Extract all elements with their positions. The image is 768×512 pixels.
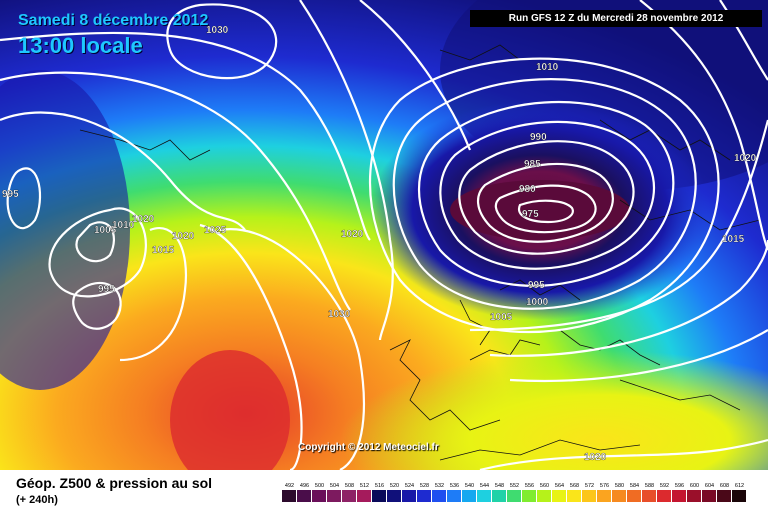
footer-title: Géop. Z500 & pression au sol (16, 475, 213, 491)
legend-swatch (477, 490, 491, 502)
legend-value: 532 (435, 483, 444, 489)
legend-swatch (432, 490, 446, 502)
legend-swatch (282, 490, 296, 502)
legend-value: 524 (405, 483, 414, 489)
isobar-label: 980 (519, 184, 536, 195)
isobar-label: 1020 (584, 452, 607, 463)
legend-swatch (612, 490, 626, 502)
legend-value: 600 (690, 483, 699, 489)
isobar-label: 1015 (152, 245, 175, 256)
legend-value: 608 (720, 483, 729, 489)
legend-value: 564 (555, 483, 564, 489)
legend-value: 536 (450, 483, 459, 489)
isobar-label: 1030 (206, 25, 229, 36)
isobar-label: 1005 (94, 225, 117, 236)
legend-swatch (567, 490, 581, 502)
isobar-label: 995 (98, 284, 115, 295)
isobar-label: 1000 (526, 297, 549, 308)
low-center-field (450, 180, 630, 240)
legend-value: 508 (345, 483, 354, 489)
legend-swatch (537, 490, 551, 502)
valid-date: Samedi 8 décembre 2012 (18, 12, 209, 29)
legend-swatch (597, 490, 611, 502)
legend-swatch (417, 490, 431, 502)
legend-value: 528 (420, 483, 429, 489)
legend-value: 520 (390, 483, 399, 489)
legend-swatch (552, 490, 566, 502)
legend-value: 516 (375, 483, 384, 489)
legend-swatch (357, 490, 371, 502)
valid-time: 13:00 locale (18, 33, 143, 58)
legend-swatch (492, 490, 506, 502)
isobar-label: 1020 (172, 231, 195, 242)
isobar-label: 1005 (490, 312, 513, 323)
legend-value: 560 (540, 483, 549, 489)
legend-swatch (402, 490, 416, 502)
legend-swatch (582, 490, 596, 502)
legend-swatch (657, 490, 671, 502)
weather-map: 1030 995 1005 1010 1015 1020 1025 1020 1… (0, 0, 768, 470)
isobar-label: 1025 (204, 225, 227, 236)
legend-swatch (642, 490, 656, 502)
run-info: Run GFS 12 Z du Mercredi 28 novembre 201… (470, 10, 762, 27)
legend-swatch (717, 490, 731, 502)
legend-swatch (522, 490, 536, 502)
isobar-lines (0, 0, 768, 470)
legend-swatch (327, 490, 341, 502)
legend-swatch (687, 490, 701, 502)
isobar-label: 995 (528, 280, 545, 291)
legend-swatch (672, 490, 686, 502)
copyright: Copyright © 2012 Meteociel.fr (298, 442, 439, 453)
legend-value: 552 (510, 483, 519, 489)
legend-value: 504 (330, 483, 339, 489)
legend-value: 568 (570, 483, 579, 489)
legend-value: 596 (675, 483, 684, 489)
legend-swatch (312, 490, 326, 502)
footer-subtitle: (+ 240h) (16, 494, 58, 506)
legend-swatch (387, 490, 401, 502)
legend-swatch (507, 490, 521, 502)
isobar-label: 1010 (536, 62, 559, 73)
legend-value: 500 (315, 483, 324, 489)
legend-swatch (462, 490, 476, 502)
legend-value: 556 (525, 483, 534, 489)
legend-swatch (732, 490, 746, 502)
south-east-warm-field (340, 350, 768, 470)
legend-value: 544 (480, 483, 489, 489)
legend-swatch (702, 490, 716, 502)
legend-value: 496 (300, 483, 309, 489)
legend-swatch (297, 490, 311, 502)
legend-value: 492 (285, 483, 294, 489)
legend-value: 548 (495, 483, 504, 489)
isobar-label: 995 (2, 189, 19, 200)
isobar-labels: 1030 995 1005 1010 1015 1020 1025 1020 1… (2, 25, 757, 463)
isobar-label: 990 (530, 132, 547, 143)
legend-swatch (342, 490, 356, 502)
legend-value: 612 (735, 483, 744, 489)
legend-value: 588 (645, 483, 654, 489)
warm-core-field (170, 350, 290, 470)
legend-value: 576 (600, 483, 609, 489)
legend-value: 592 (660, 483, 669, 489)
legend-value: 604 (705, 483, 714, 489)
isobar-label: 1020 (341, 229, 364, 240)
isobar-label: 975 (522, 209, 539, 220)
isobar-label: 985 (524, 159, 541, 170)
color-legend: 492 496 500 504 508 512 516 520 524 528 532 536 540 5… (282, 483, 746, 502)
isobar-label: 1020 (734, 153, 757, 164)
isobar-label: 1015 (722, 234, 745, 245)
isobar-label: 1020 (132, 214, 155, 225)
legend-swatch (372, 490, 386, 502)
isobar-label: 1010 (112, 220, 135, 231)
legend-value: 572 (585, 483, 594, 489)
legend-value: 512 (360, 483, 369, 489)
isobar-label: 1030 (328, 309, 351, 320)
legend-value: 540 (465, 483, 474, 489)
legend-swatch (627, 490, 641, 502)
legend-value: 584 (630, 483, 639, 489)
legend-swatch (447, 490, 461, 502)
legend-value: 580 (615, 483, 624, 489)
western-trough-field (0, 70, 130, 390)
